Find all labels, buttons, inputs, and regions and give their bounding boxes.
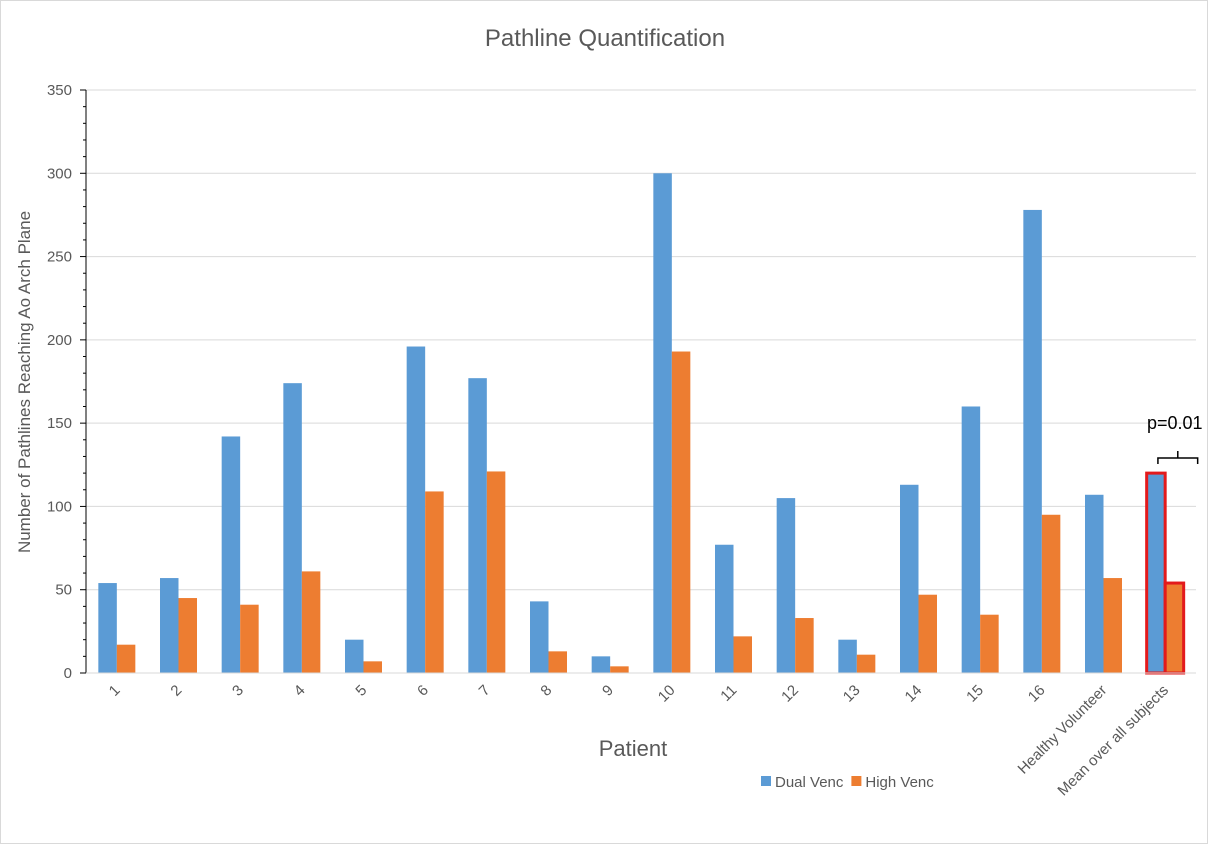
bar-high-venc [733, 636, 752, 673]
bar-dual-venc [283, 383, 302, 673]
x-tick-label: 3 [229, 682, 247, 700]
significance-bracket [1157, 451, 1199, 464]
y-tick-label: 150 [47, 415, 72, 432]
bars [98, 173, 1186, 675]
x-tick-label: 1 [106, 682, 124, 700]
bar-high-venc [856, 654, 876, 673]
x-tick-label: 11 [717, 682, 740, 705]
x-tick-label: 10 [655, 682, 679, 706]
x-tick-label: 2 [167, 682, 185, 700]
chart-title: Pathline Quantification [485, 25, 725, 52]
x-tick-label: 4 [291, 682, 309, 700]
bar-high-venc [1041, 514, 1061, 673]
legend-label: High Venc [865, 774, 934, 791]
bar-dual-venc [900, 484, 919, 673]
x-tick-label: 12 [778, 682, 802, 706]
bar-high-venc [486, 471, 506, 673]
x-tick-label: 6 [414, 682, 432, 700]
y-axis: 0 50 100 150 200 250 300 350 [47, 82, 87, 682]
bar-dual-venc [1085, 494, 1104, 673]
bar-dual-venc [468, 378, 487, 673]
bar-high-venc [425, 491, 444, 673]
bar-dual-venc [345, 639, 364, 673]
x-tick-label: 7 [476, 682, 494, 700]
legend-label: Dual Venc [775, 774, 844, 791]
x-axis-label: Patient [599, 736, 668, 761]
bar-dual-venc [98, 583, 117, 673]
x-tick-label: 14 [902, 682, 926, 706]
bar-high-venc [671, 351, 691, 673]
legend-swatch [761, 776, 771, 786]
bar-dual-venc [406, 346, 426, 673]
bar-high-venc [363, 661, 382, 673]
bar-dual-venc [715, 544, 734, 673]
bar-high-venc [1163, 581, 1186, 675]
bar-dual-venc [653, 173, 672, 674]
bar-dual-venc [1023, 209, 1042, 673]
bar-high-venc [301, 571, 321, 673]
bar-high-venc [918, 594, 937, 673]
bar-dual-venc [160, 578, 179, 673]
bar-dual-venc [1145, 471, 1167, 675]
bar-dual-venc [591, 656, 611, 673]
y-tick-label: 250 [47, 249, 72, 266]
bar-high-venc [548, 651, 567, 673]
y-tick-label: 50 [55, 582, 72, 599]
bar-dual-venc [776, 498, 796, 673]
x-tick-label: 9 [599, 682, 617, 700]
bar-high-venc [240, 604, 259, 673]
x-tick-label: 5 [352, 682, 370, 700]
bar-high-venc [1103, 578, 1122, 673]
gridlines [86, 89, 1196, 591]
y-tick-label: 0 [64, 665, 72, 682]
y-tick-label: 100 [47, 498, 72, 515]
bar-dual-venc [838, 639, 857, 673]
bar-high-venc [116, 644, 136, 673]
legend: Dual Venc High Venc [761, 774, 934, 791]
y-tick-label: 200 [47, 332, 72, 349]
y-tick-label: 300 [47, 165, 72, 182]
p-value-label: p=0.01 [1147, 413, 1203, 433]
x-tick-label: 8 [537, 682, 555, 700]
bar-high-venc [980, 614, 999, 673]
y-axis-label: Number of Pathlines Reaching Ao Arch Pla… [15, 211, 34, 553]
x-tick-label: 15 [963, 682, 987, 706]
bar-dual-venc [221, 436, 241, 673]
bar-dual-venc [961, 406, 981, 673]
x-tick-label: Mean over all subjects [1054, 682, 1172, 800]
x-tick-label: 13 [840, 682, 864, 706]
bar-high-venc [610, 666, 629, 673]
legend-swatch [851, 776, 862, 786]
bar-high-venc [795, 618, 814, 673]
bar-dual-venc [530, 601, 549, 673]
y-tick-label: 350 [47, 82, 72, 99]
bar-high-venc [178, 598, 197, 673]
significance-annotation: p=0.01 [1147, 413, 1203, 464]
x-tick-label: 16 [1025, 682, 1049, 706]
